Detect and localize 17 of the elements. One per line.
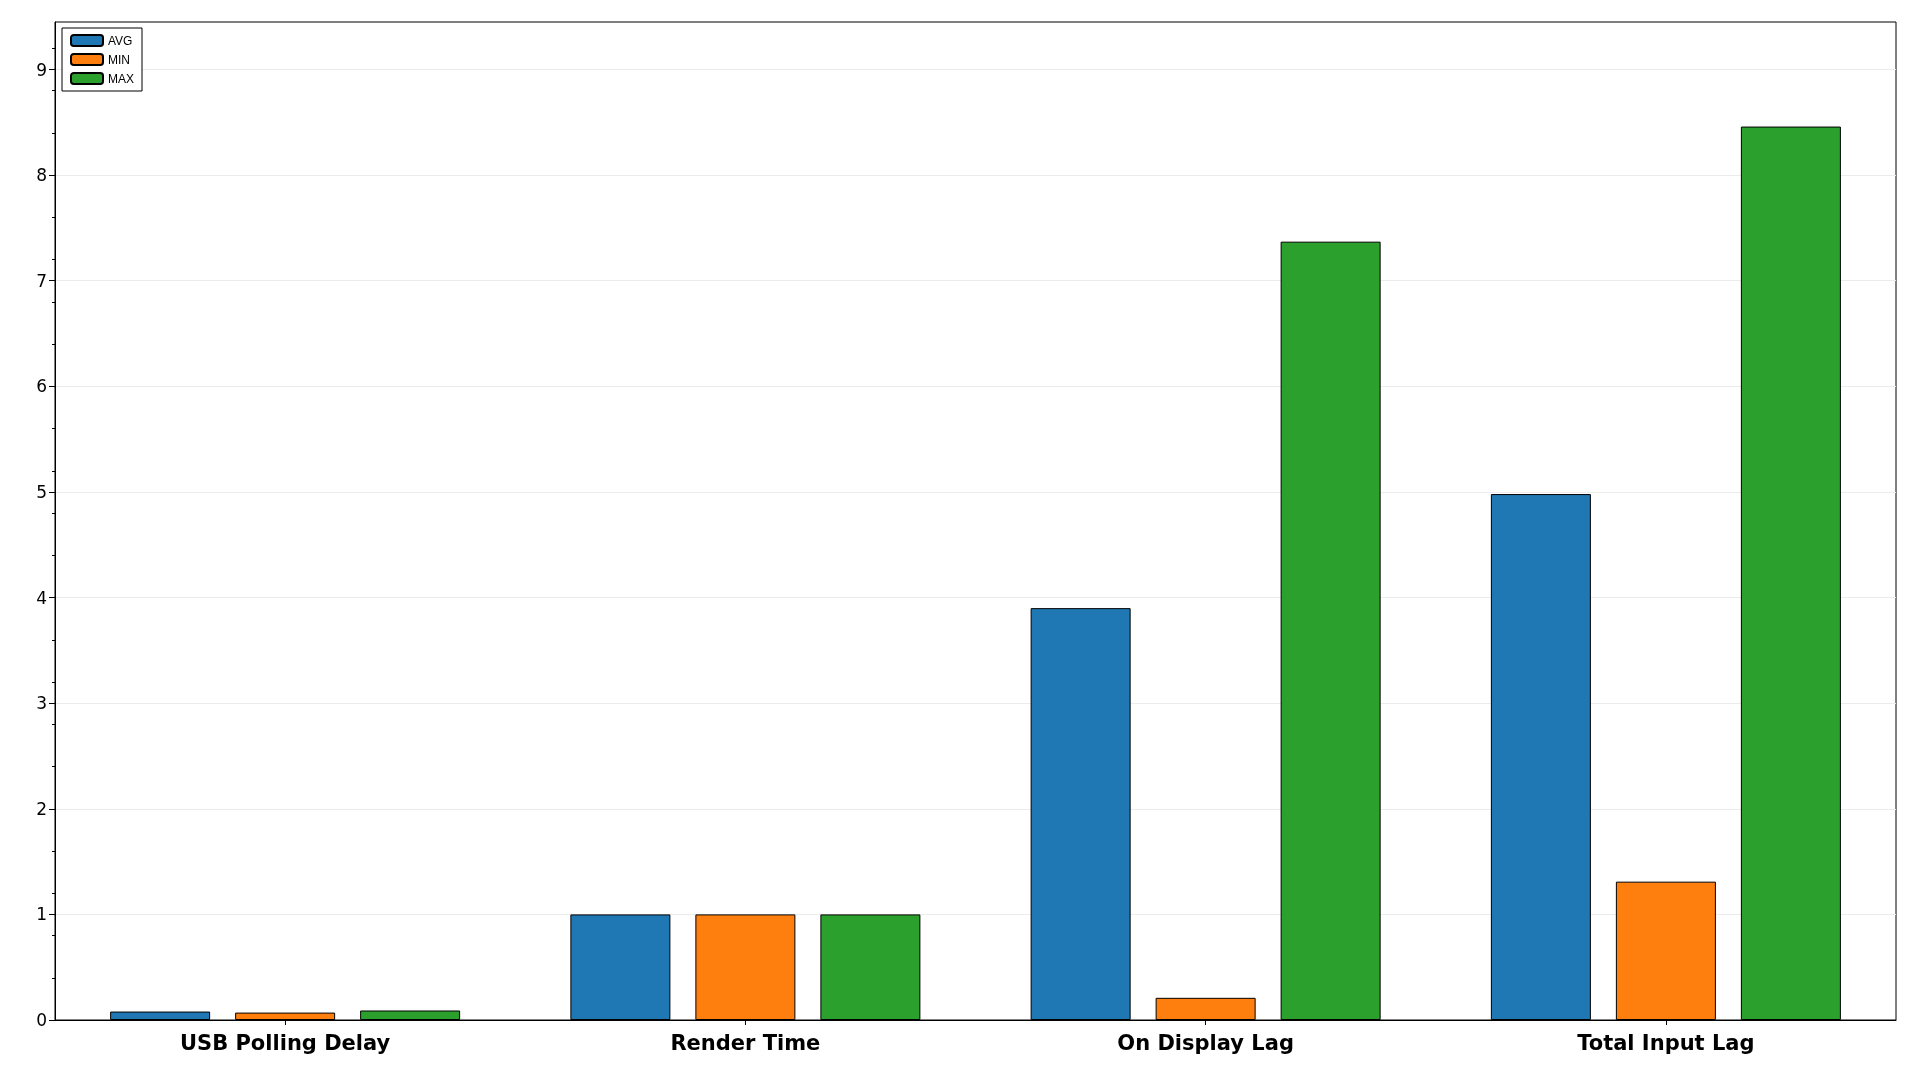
x-tick-label: Total Input Lag bbox=[1577, 1030, 1755, 1055]
legend-label: AVG bbox=[108, 33, 133, 48]
legend-label: MIN bbox=[108, 52, 130, 67]
y-tick-label: 3 bbox=[36, 693, 47, 714]
x-tick-label: Render Time bbox=[670, 1030, 821, 1055]
y-tick-label: 5 bbox=[36, 481, 47, 502]
y-tick-label: 2 bbox=[36, 798, 47, 819]
y-tick-label: 4 bbox=[36, 587, 47, 608]
y-tick-label: 8 bbox=[36, 165, 47, 186]
y-tick-label: 9 bbox=[36, 59, 47, 80]
legend-label: MAX bbox=[108, 71, 135, 86]
x-tick-label: USB Polling Delay bbox=[179, 1030, 391, 1055]
y-tick-label: 7 bbox=[36, 270, 47, 291]
y-tick-label: 0 bbox=[36, 1010, 47, 1030]
y-tick-label: 6 bbox=[36, 376, 47, 397]
x-tick-label: On Display Lag bbox=[1117, 1030, 1294, 1055]
y-tick-label: 1 bbox=[36, 904, 47, 925]
